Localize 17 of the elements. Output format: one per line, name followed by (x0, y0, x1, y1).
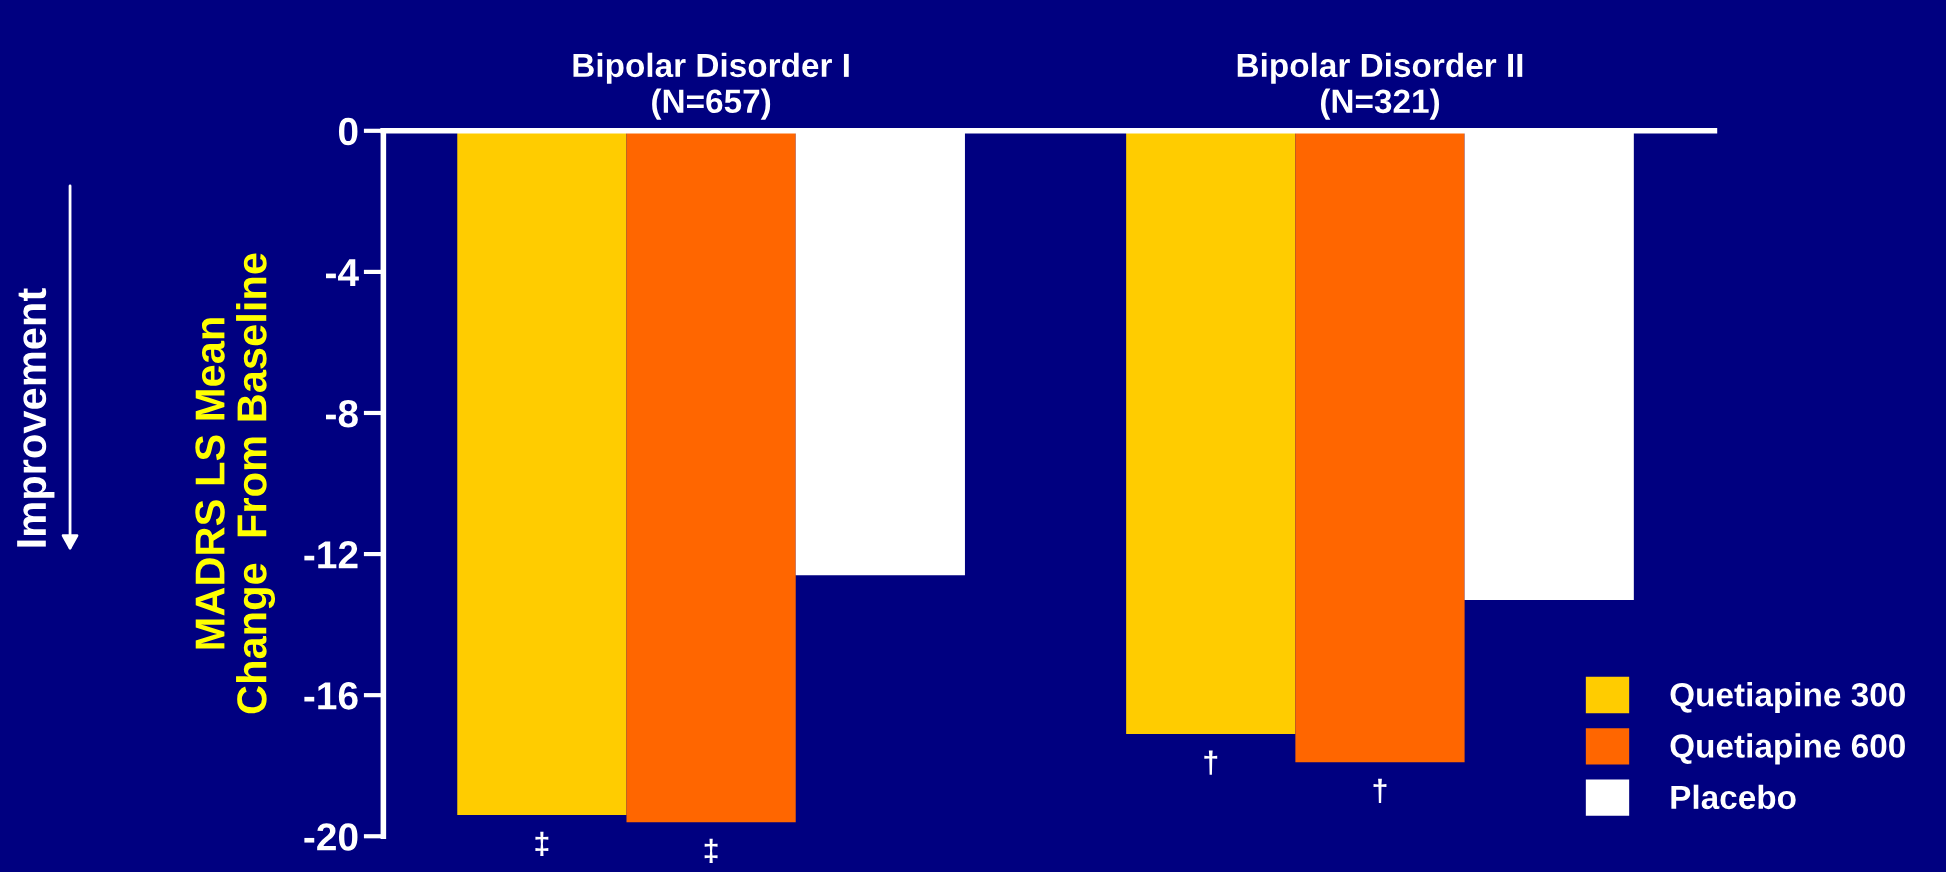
legend-label: Quetiapine 600 (1670, 733, 1905, 765)
annotation: † (1204, 750, 1218, 775)
x-tick-label: Bipolar Disorder II (N=321) (1237, 52, 1523, 120)
annotation: ‡ (535, 831, 549, 856)
y-tick-label: -12 (304, 541, 358, 569)
text: Improvement (17, 288, 55, 547)
annotation: † (1373, 778, 1387, 804)
legend-label: Quetiapine 300 (1670, 682, 1905, 714)
y-axis-title: MADRS LS Mean Change From Baseline (195, 253, 276, 714)
legend-label: Placebo (1671, 784, 1796, 810)
y-tick-label: -20 (304, 823, 358, 851)
x-tick-label: Bipolar Disorder I (N=657) (573, 52, 849, 120)
y-tick-label: -16 (304, 682, 358, 710)
y-tick-label: -4 (326, 259, 359, 286)
text: ‡ (704, 838, 718, 864)
y-tick-label: -8 (326, 399, 358, 428)
y-tick-label: 0 (338, 117, 358, 146)
